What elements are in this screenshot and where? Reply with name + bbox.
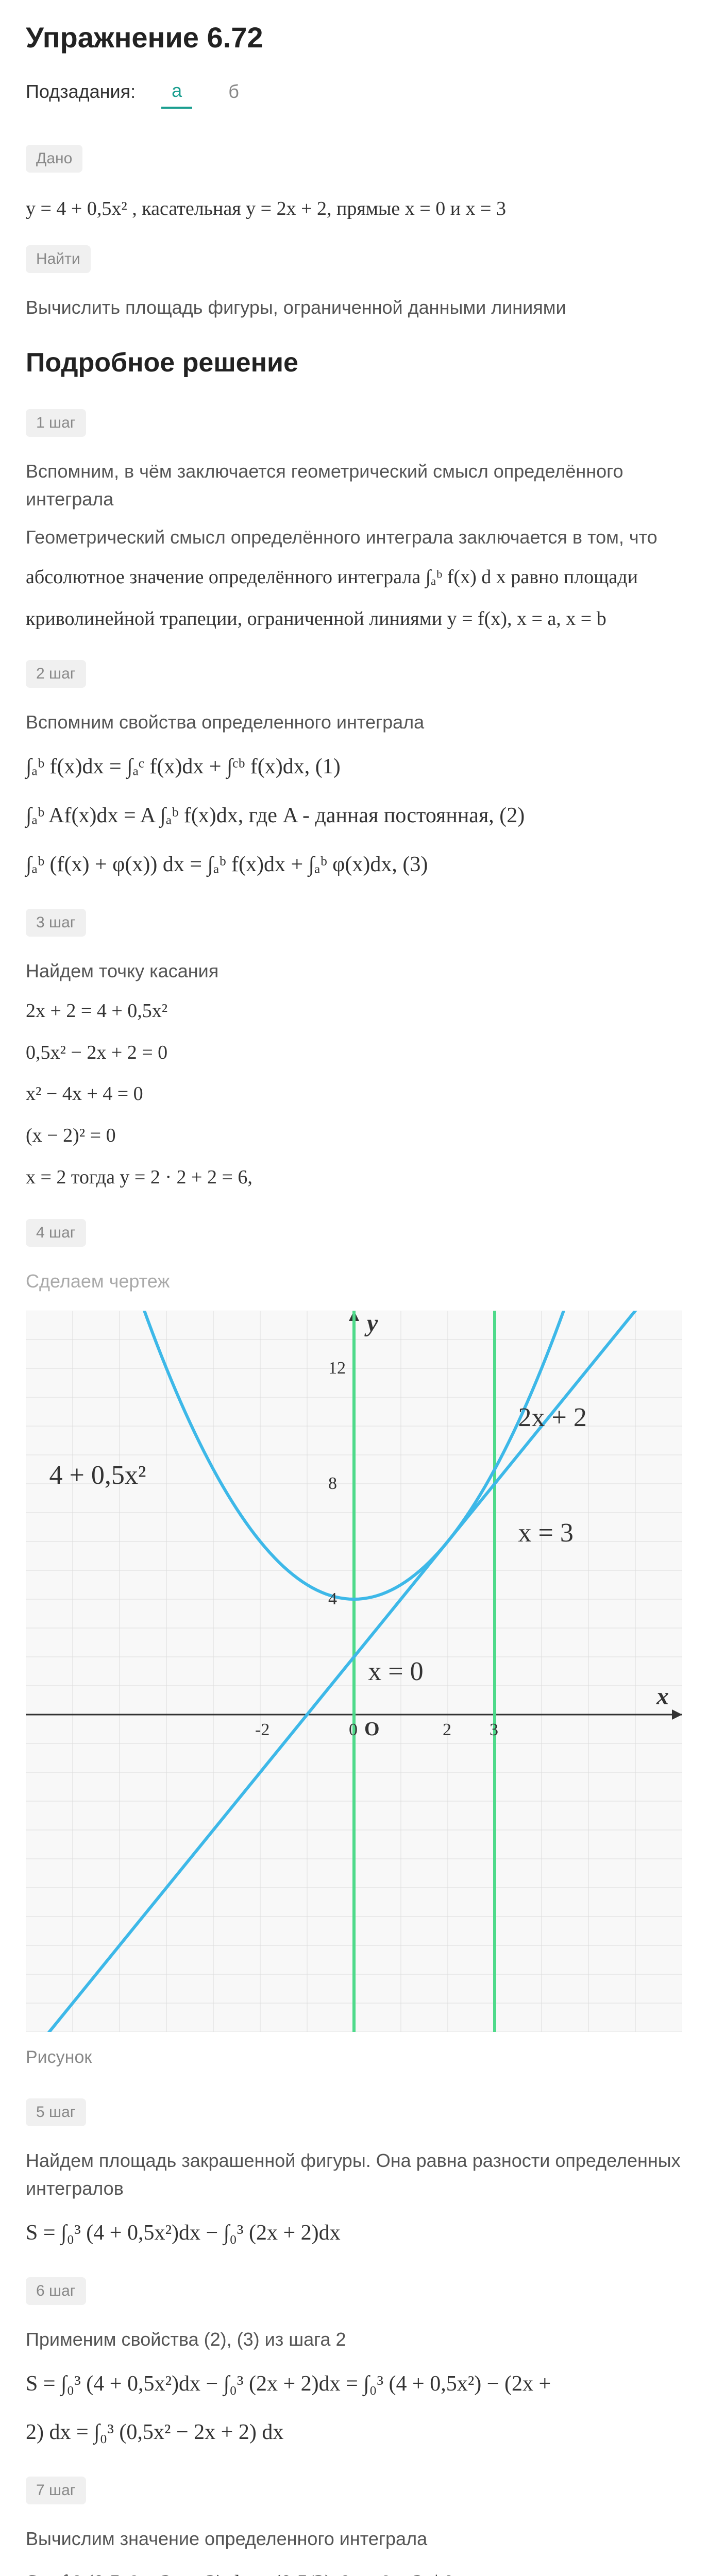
step2-eq3: ∫ₐᵇ (f(x) + φ(x)) dx = ∫ₐᵇ f(x)dx + ∫ₐᵇ …: [26, 844, 682, 886]
step5-badge: 5 шаг: [26, 2098, 86, 2126]
step6-text1: Применим свойства (2), (3) из шага 2: [26, 2326, 682, 2353]
step7-badge: 7 шаг: [26, 2477, 86, 2504]
svg-text:x: x: [656, 1683, 669, 1710]
step3-eq2: 0,5x² − 2x + 2 = 0: [26, 1037, 682, 1069]
naiti-text: Вычислить площадь фигуры, ограниченной д…: [26, 294, 682, 321]
svg-text:3: 3: [490, 1720, 498, 1739]
step6-eq2: 2) dx = ∫₀³ (0,5x² − 2x + 2) dx: [26, 2412, 682, 2453]
svg-text:2: 2: [443, 1720, 451, 1739]
svg-text:8: 8: [328, 1474, 337, 1493]
solution-heading: Подробное решение: [26, 347, 682, 378]
step3-text1: Найдем точку касания: [26, 957, 682, 985]
step2-text1: Вспомним свойства определенного интеграл…: [26, 708, 682, 736]
svg-text:4 + 0,5x²: 4 + 0,5x²: [49, 1461, 146, 1490]
svg-text:2x + 2: 2x + 2: [518, 1403, 587, 1432]
svg-text:12: 12: [328, 1359, 346, 1378]
step1-text3: абсолютное значение определённого интегр…: [26, 562, 682, 593]
step2-eq1: ∫ₐᵇ f(x)dx = ∫ₐᶜ f(x)dx + ∫ᶜᵇ f(x)dx, (1…: [26, 747, 682, 788]
step7-eq1: S = ∫₀³ (0,5x² − 2x + 2) dx = (0,5/3)x³ …: [26, 2563, 682, 2576]
step6-eq1: S = ∫₀³ (4 + 0,5x²)dx − ∫₀³ (2x + 2)dx =…: [26, 2364, 682, 2405]
svg-text:x = 3: x = 3: [518, 1518, 574, 1548]
svg-text:O: O: [364, 1718, 380, 1740]
step6-badge: 6 шаг: [26, 2277, 86, 2305]
svg-text:4: 4: [328, 1589, 337, 1608]
dano-text: y = 4 + 0,5x² , касательная y = 2x + 2, …: [26, 193, 682, 225]
step3-eq4: (x − 2)² = 0: [26, 1120, 682, 1151]
step2-eq2: ∫ₐᵇ Af(x)dx = A ∫ₐᵇ f(x)dx, где A - данн…: [26, 795, 682, 837]
step4-text1: Сделаем чертеж: [26, 1267, 682, 1295]
dano-label: Дано: [26, 145, 82, 173]
svg-text:x = 0: x = 0: [368, 1657, 423, 1686]
step5-text1: Найдем площадь закрашенной фигуры. Она р…: [26, 2147, 682, 2202]
subtasks-row: Подзадания: а б: [26, 75, 682, 109]
subtasks-label: Подзадания:: [26, 81, 136, 103]
step3-badge: 3 шаг: [26, 909, 86, 937]
step5-eq1: S = ∫₀³ (4 + 0,5x²)dx − ∫₀³ (2x + 2)dx: [26, 2213, 682, 2254]
step7-text1: Вычислим значение определенного интеграл…: [26, 2525, 682, 2553]
step4-badge: 4 шаг: [26, 1219, 86, 1247]
step3-eq5: x = 2 тогда y = 2 · 2 + 2 = 6,: [26, 1162, 682, 1193]
tab-a[interactable]: а: [161, 75, 192, 109]
step1-text2: Геометрический смысл определённого интег…: [26, 523, 682, 551]
svg-text:y: y: [364, 1311, 378, 1337]
svg-text:0: 0: [349, 1720, 358, 1739]
step1-text1: Вспомним, в чём заключается геометрическ…: [26, 457, 682, 513]
naiti-label: Найти: [26, 245, 91, 273]
step1-text4: криволинейной трапеции, ограниченной лин…: [26, 603, 682, 635]
step3-eq3: x² − 4x + 4 = 0: [26, 1078, 682, 1110]
svg-text:-2: -2: [255, 1720, 269, 1739]
exercise-title: Упражнение 6.72: [26, 21, 682, 54]
step3-eq1: 2x + 2 = 4 + 0,5x²: [26, 995, 682, 1027]
step2-badge: 2 шаг: [26, 660, 86, 688]
chart-container: -2 0 2 3 4 8 12 Oy x 4 + 0,5x² 2x + 2 x = 0 x = 3: [26, 1311, 682, 2032]
figure-caption: Рисунок: [26, 2047, 682, 2067]
step1-badge: 1 шаг: [26, 409, 86, 437]
chart-svg: -2 0 2 3 4 8 12 Oy x 4 + 0,5x² 2x + 2 x = 0 x = 3: [26, 1311, 682, 2032]
tab-b[interactable]: б: [218, 76, 249, 108]
